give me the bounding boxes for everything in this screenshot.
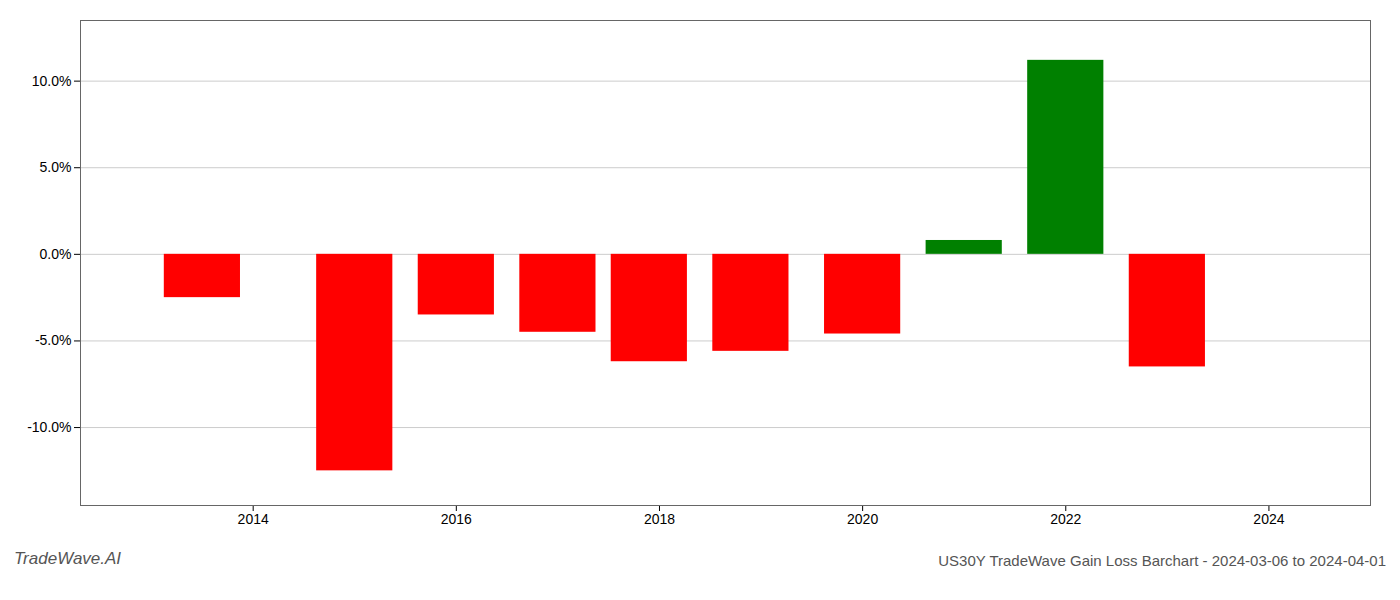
svg-text:2014: 2014	[238, 511, 269, 527]
svg-text:10.0%: 10.0%	[32, 73, 72, 89]
svg-text:-5.0%: -5.0%	[35, 332, 72, 348]
html-text:TradeWave.AI: TradeWave.AI	[14, 549, 122, 568]
svg-text:2018: 2018	[644, 511, 675, 527]
svg-text:2022: 2022	[1050, 511, 1081, 527]
svg-text:5.0%: 5.0%	[40, 159, 72, 175]
svg-text:2016: 2016	[441, 511, 472, 527]
svg-text:-10.0%: -10.0%	[27, 419, 71, 435]
svg-text:2020: 2020	[847, 511, 878, 527]
html-text:US30Y TradeWave Gain Loss Barc: US30Y TradeWave Gain Loss Barchart - 202…	[938, 552, 1386, 569]
svg-text:2024: 2024	[1253, 511, 1284, 527]
svg-text:0.0%: 0.0%	[40, 246, 72, 262]
